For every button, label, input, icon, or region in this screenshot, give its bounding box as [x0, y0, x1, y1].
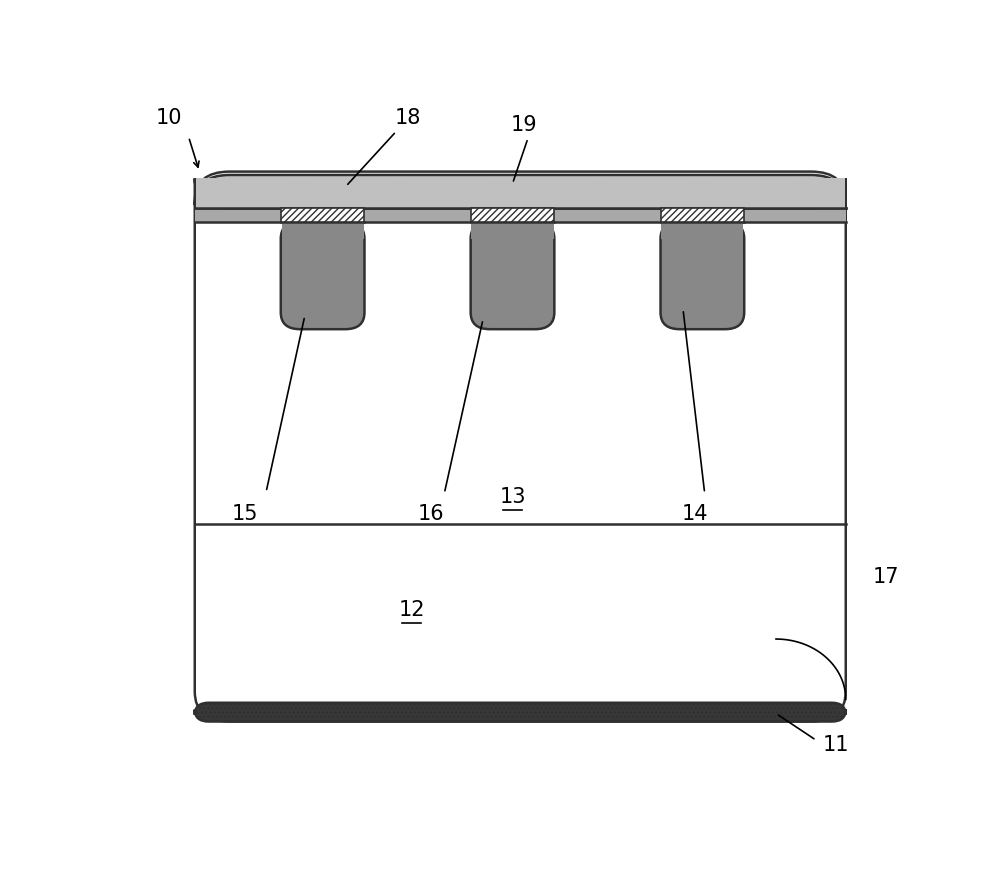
Bar — [196, 179, 845, 208]
Text: 18: 18 — [395, 108, 421, 128]
FancyBboxPatch shape — [661, 222, 744, 329]
FancyBboxPatch shape — [195, 172, 846, 721]
FancyBboxPatch shape — [195, 703, 846, 721]
Text: 10: 10 — [156, 108, 182, 128]
Bar — [281, 208, 364, 222]
Text: 12: 12 — [398, 600, 425, 620]
Text: 19: 19 — [511, 115, 537, 135]
FancyBboxPatch shape — [471, 222, 554, 329]
Text: 16: 16 — [418, 503, 444, 523]
Bar — [661, 222, 743, 239]
Bar — [471, 208, 554, 222]
Bar — [282, 222, 364, 239]
Bar — [195, 208, 846, 222]
Bar — [661, 208, 744, 222]
Text: 14: 14 — [681, 503, 708, 523]
FancyBboxPatch shape — [195, 175, 846, 208]
Text: 11: 11 — [822, 735, 849, 755]
Bar — [471, 222, 554, 239]
FancyBboxPatch shape — [281, 222, 364, 329]
Text: 15: 15 — [232, 503, 258, 523]
Text: 17: 17 — [873, 567, 899, 587]
Text: 13: 13 — [499, 487, 526, 507]
